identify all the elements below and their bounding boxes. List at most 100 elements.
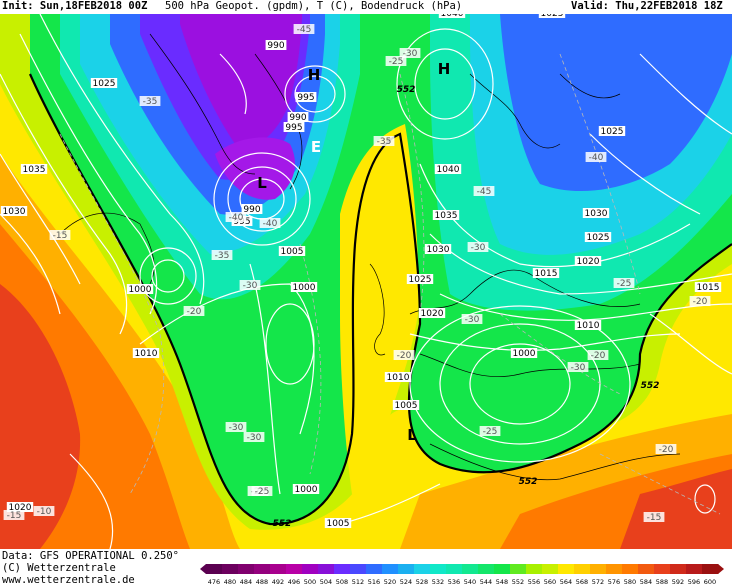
isobar-label: 1000 xyxy=(510,348,538,359)
svg-text:1000: 1000 xyxy=(293,283,316,293)
scale-label: 500 xyxy=(304,578,316,586)
svg-text:-10: -10 xyxy=(37,507,52,517)
isobar-label: 1035 xyxy=(432,210,460,221)
copyright: (C) Wetterzentrale xyxy=(2,562,116,574)
temperature-label: -25 xyxy=(479,426,501,437)
svg-text:-30: -30 xyxy=(471,243,486,253)
temperature-label: -20 xyxy=(587,350,609,361)
field-red-west xyxy=(0,284,81,549)
scale-label: 476 xyxy=(208,578,220,586)
contour-labels: 552 552 552 552 xyxy=(273,85,660,529)
isobar-label: 1015 xyxy=(694,282,722,293)
isobar-label: 1010 xyxy=(384,372,412,383)
temperature-label: -25 xyxy=(251,486,273,497)
svg-text:-25: -25 xyxy=(389,57,404,67)
svg-text:1015: 1015 xyxy=(535,269,558,279)
svg-text:1025: 1025 xyxy=(409,275,432,285)
isobar-label: 990 xyxy=(287,112,309,123)
scale-swatch xyxy=(446,564,463,574)
scale-label: 552 xyxy=(512,578,524,586)
svg-text:995: 995 xyxy=(297,93,314,103)
svg-text:-30: -30 xyxy=(465,315,480,325)
init-time: Init: Sun,18FEB2018 00Z xyxy=(2,0,148,12)
svg-text:-30: -30 xyxy=(571,363,586,373)
svg-text:1030: 1030 xyxy=(585,209,608,219)
temperature-label: -20 xyxy=(655,444,677,455)
scale-swatch xyxy=(686,564,703,574)
svg-text:1025: 1025 xyxy=(587,233,610,243)
temperature-label: -45 xyxy=(473,186,495,197)
svg-text:-30: -30 xyxy=(243,281,258,291)
contour-552 xyxy=(28,73,732,526)
svg-text:-25: -25 xyxy=(483,427,498,437)
temperature-label: -40 xyxy=(585,152,607,163)
isobar-label: 1035 xyxy=(20,164,48,175)
scale-label: 520 xyxy=(384,578,396,586)
scale-label: 492 xyxy=(272,578,284,586)
isobar-label: 1025 xyxy=(598,126,626,137)
scale-label: 536 xyxy=(448,578,460,586)
svg-text:-20: -20 xyxy=(659,445,674,455)
scale-label: 556 xyxy=(528,578,540,586)
svg-text:1020: 1020 xyxy=(421,309,444,319)
pressure-center-low-mediterranean: L xyxy=(407,426,417,444)
svg-text:-35: -35 xyxy=(215,251,230,261)
svg-text:-45: -45 xyxy=(477,187,492,197)
pressure-center-marker-e: E xyxy=(311,138,321,156)
isobar-label: 1030 xyxy=(424,244,452,255)
svg-text:1025: 1025 xyxy=(93,79,116,89)
scale-label: 488 xyxy=(256,578,268,586)
scale-swatch xyxy=(382,564,399,574)
temperature-label: -25 xyxy=(385,56,407,67)
temperature-labels: -45-35-40-40-15-35-30-30-20-25-30-25-20-… xyxy=(3,24,711,523)
scale-arrow-right xyxy=(718,564,724,574)
svg-text:1020: 1020 xyxy=(9,503,32,513)
scale-swatch xyxy=(670,564,687,574)
svg-text:1020: 1020 xyxy=(577,257,600,267)
isobar-label: 1030 xyxy=(0,206,28,217)
svg-text:990: 990 xyxy=(289,113,306,123)
svg-text:1035: 1035 xyxy=(23,165,46,175)
svg-text:-30: -30 xyxy=(403,49,418,59)
scale-swatch xyxy=(606,564,623,574)
scale-label: 508 xyxy=(336,578,348,586)
scale-label: 496 xyxy=(288,578,300,586)
temperature-label: -30 xyxy=(567,362,589,373)
temperature-label: -30 xyxy=(243,432,265,443)
scale-swatch xyxy=(462,564,479,574)
scale-label: 480 xyxy=(224,578,236,586)
svg-text:1010: 1010 xyxy=(577,321,600,331)
temperature-label: -35 xyxy=(373,136,395,147)
temperature-label: -25 xyxy=(613,278,635,289)
scale-label: 592 xyxy=(672,578,684,586)
svg-text:-40: -40 xyxy=(229,213,244,223)
scale-label: 584 xyxy=(640,578,652,586)
valid-time: Valid: Thu,22FEB2018 18Z xyxy=(571,0,723,12)
isobar-label: 1040 xyxy=(438,14,466,19)
scale-swatch xyxy=(366,564,383,574)
scale-label: 544 xyxy=(480,578,492,586)
field-red-se xyxy=(620,469,732,549)
svg-text:1005: 1005 xyxy=(395,401,418,411)
temperature-label: -20 xyxy=(183,306,205,317)
svg-text:990: 990 xyxy=(243,205,260,215)
product-title: 500 hPa Geopot. (gpdm), T (C), Bodendruc… xyxy=(165,0,463,12)
scale-label: 540 xyxy=(464,578,476,586)
isobar-label: 990 xyxy=(241,204,263,215)
temperature-label: -30 xyxy=(225,422,247,433)
scale-swatch xyxy=(350,564,367,574)
scale-label: 576 xyxy=(608,578,620,586)
svg-text:-20: -20 xyxy=(187,307,202,317)
svg-text:-35: -35 xyxy=(143,97,158,107)
isobar-label: 990 xyxy=(265,40,287,51)
svg-text:-15: -15 xyxy=(647,513,662,523)
scale-label: 600 xyxy=(704,578,716,586)
scale-swatch xyxy=(318,564,335,574)
scale-arrow-left xyxy=(200,564,206,574)
scale-swatch xyxy=(206,564,223,574)
svg-text:1040: 1040 xyxy=(441,14,464,19)
scale-label: 484 xyxy=(240,578,252,586)
temperature-label: -15 xyxy=(49,230,71,241)
scale-label: 524 xyxy=(400,578,412,586)
website-url: www.wetterzentrale.de xyxy=(2,574,135,586)
